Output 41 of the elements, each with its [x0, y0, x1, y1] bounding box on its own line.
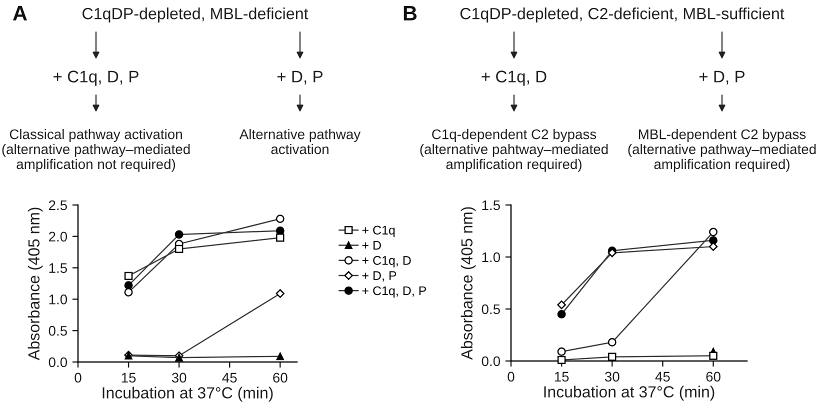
y-tick-label: 1.0 — [482, 252, 500, 262]
x-axis-title: Incubation at 37°C (min) — [102, 386, 273, 402]
text: Alternative pathway activation — [239, 129, 361, 154]
x-tick-label: 60 — [706, 372, 720, 382]
text: A — [12, 6, 27, 20]
y-tick-label: 0.0 — [482, 356, 500, 366]
x-tick-label: 0 — [508, 372, 514, 382]
text: B — [404, 6, 417, 20]
x-tick-label: 60 — [273, 372, 288, 383]
y-axis-title: Absorbance (405 nm) — [460, 207, 476, 360]
legend-label: + D, P — [362, 271, 396, 282]
x-tick-label: 30 — [172, 372, 186, 383]
chart-title: C1qDP-depleted, C2-deficient, MBL-sufficient — [460, 7, 784, 23]
x-tick-label: 30 — [604, 372, 620, 382]
legend-label: + C1q, D — [362, 256, 411, 268]
x-tick-label: 15 — [122, 372, 136, 383]
x-axis-title: Incubation at 37°C (min) — [544, 386, 714, 401]
legend-label: + C1q — [362, 226, 395, 238]
text: Classical pathway activation (alternative pathway–mediated amplification not required) — [2, 129, 190, 172]
y-tick-label: 0.5 — [482, 304, 500, 314]
y-tick-label: 2.5 — [48, 200, 68, 210]
text: + D, P — [699, 70, 745, 84]
chart-title: C1qDP-depleted, MBL-deficient — [82, 7, 308, 23]
text: MBL-dependent C2 bypass (alternative pathway–mediated amplification required) — [628, 129, 816, 172]
y-tick-label: 2.0 — [48, 232, 68, 242]
y-axis-title: Absorbance (405 nm) — [28, 208, 43, 360]
x-tick-label: 45 — [222, 372, 237, 383]
text: C1q-dependent C2 bypass (alternative pahtway–mediated amplification required) — [420, 129, 608, 172]
legend-label: + D — [362, 241, 381, 250]
x-tick-label: 15 — [554, 372, 569, 382]
legend-label: + C1q, D, P — [362, 286, 426, 298]
text: + D, P — [277, 70, 323, 84]
x-tick-label: 45 — [655, 372, 670, 382]
x-tick-label: 0 — [74, 372, 82, 383]
y-tick-label: 1.5 — [49, 263, 68, 273]
text: + C1q, D — [482, 70, 546, 86]
y-tick-label: 1.0 — [49, 294, 68, 304]
y-tick-label: 0.0 — [48, 357, 68, 368]
y-tick-label: 0.5 — [48, 326, 68, 336]
text: + C1q, D, P — [54, 70, 138, 86]
y-tick-label: 1.5 — [482, 200, 500, 210]
